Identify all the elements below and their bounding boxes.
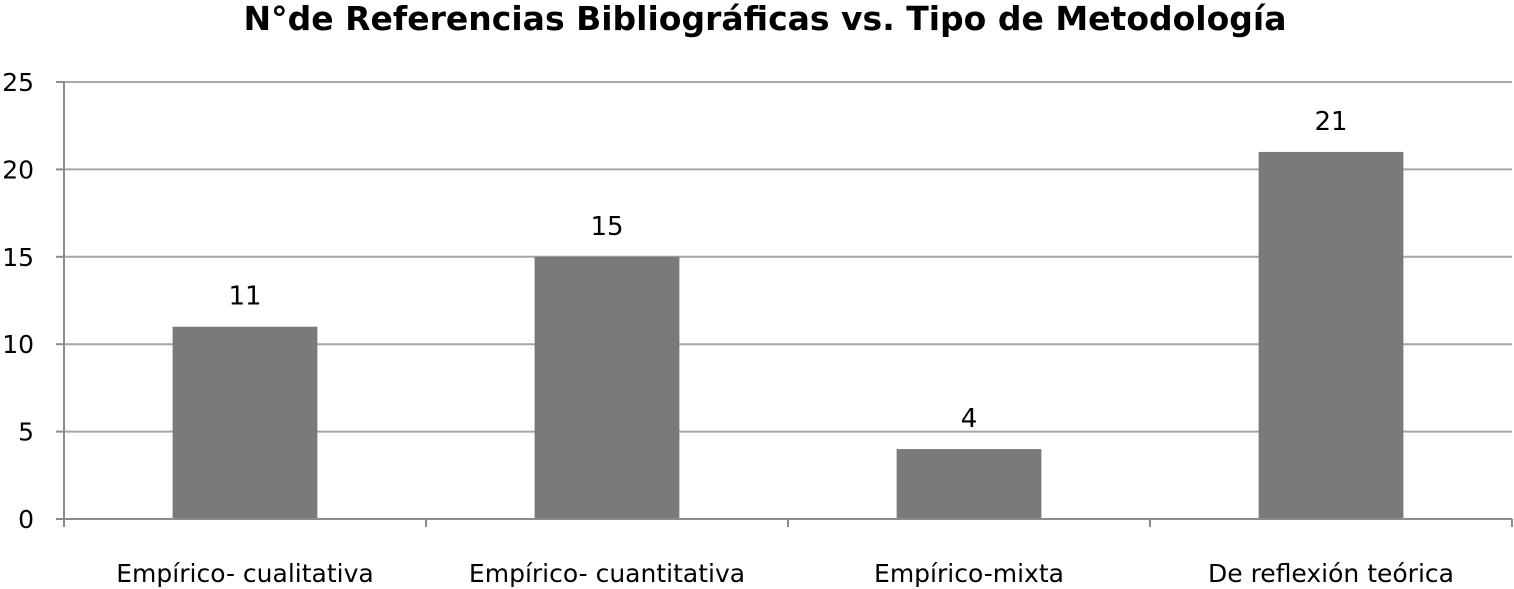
data-label: 21: [1314, 107, 1347, 137]
labels: 0 5 10 15 20 25 11 Empírico- cualitativa 15 Empír…: [2, 68, 1454, 588]
bars: [172, 151, 1404, 520]
data-label: 15: [590, 212, 623, 242]
y-tick-label: 20: [2, 155, 34, 184]
chart-title: N°de Referencias Bibliográficas vs. Tipo…: [244, 0, 1287, 38]
category-label: Empírico- cuantitativa: [469, 559, 745, 588]
y-tick-label: 15: [2, 243, 34, 272]
y-tick-label: 10: [2, 330, 34, 359]
y-tick-label: 25: [2, 68, 34, 97]
category-label: Empírico- cualitativa: [116, 559, 373, 588]
bar: [172, 326, 318, 519]
axes: [56, 81, 1513, 527]
data-label: 4: [961, 404, 978, 434]
data-label: 11: [228, 282, 261, 312]
bar: [1258, 151, 1404, 520]
y-tick-label: 5: [18, 418, 34, 447]
y-tick-label: 0: [18, 505, 34, 534]
category-label: Empírico-mixta: [874, 559, 1064, 588]
category-label: De reflexión teórica: [1208, 559, 1454, 588]
bar: [896, 449, 1042, 519]
bar: [534, 256, 680, 519]
